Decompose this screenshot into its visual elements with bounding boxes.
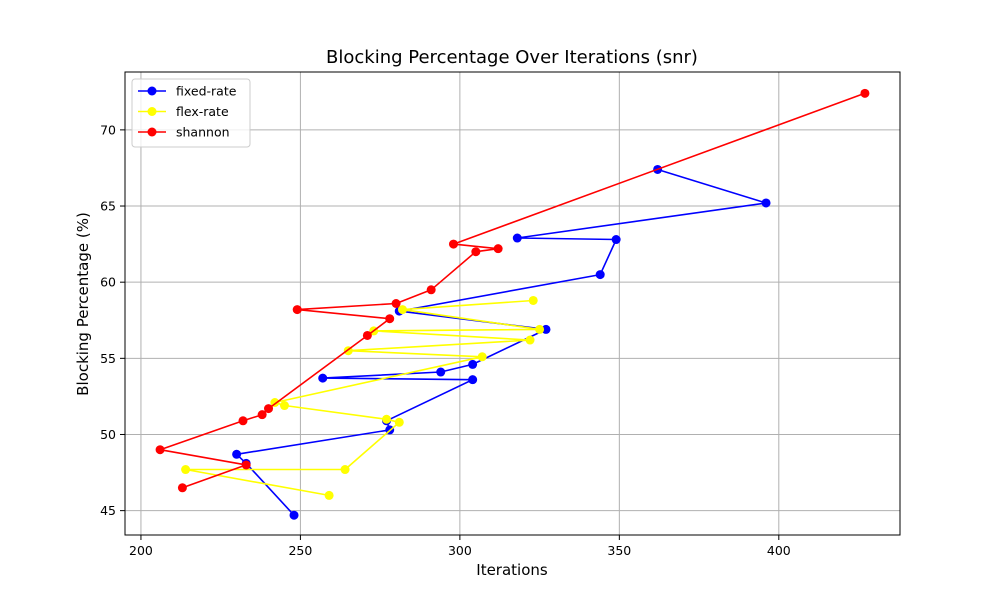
data-point-fixed-rate <box>232 449 242 459</box>
legend-item-flex-rate[interactable]: flex-rate <box>138 104 229 119</box>
legend-label-flex-rate: flex-rate <box>176 104 229 119</box>
y-tick-label: 70 <box>100 122 116 137</box>
data-point-shannon <box>177 483 187 493</box>
legend[interactable]: fixed-rate flex-rate shannon <box>131 78 251 148</box>
x-tick-label: 350 <box>607 543 631 558</box>
data-point-flex-rate <box>535 324 545 334</box>
data-point-flex-rate <box>525 335 535 345</box>
grid <box>125 72 900 535</box>
legend-marker-shannon <box>147 127 157 137</box>
data-point-fixed-rate <box>436 367 446 377</box>
legend-item-fixed-rate[interactable]: fixed-rate <box>138 84 237 99</box>
data-point-shannon <box>471 247 481 257</box>
data-point-shannon <box>860 88 870 98</box>
y-tick-label: 65 <box>100 199 116 214</box>
data-point-flex-rate <box>382 414 392 424</box>
data-point-shannon <box>362 330 372 340</box>
y-axis: 45 50 55 60 65 70 <box>100 122 125 518</box>
data-point-fixed-rate <box>318 373 328 383</box>
x-tick-label: 250 <box>288 543 312 558</box>
data-point-fixed-rate <box>611 235 621 245</box>
data-point-fixed-rate <box>468 359 478 369</box>
data-point-shannon <box>391 299 401 308</box>
data-point-flex-rate <box>181 465 191 475</box>
plot-frame <box>124 71 901 536</box>
x-tick-label: 300 <box>448 543 472 558</box>
data-point-flex-rate <box>324 490 334 500</box>
data-point-shannon <box>385 314 395 324</box>
y-tick-label: 55 <box>100 351 116 366</box>
data-point-shannon <box>292 305 302 315</box>
legend-item-shannon[interactable]: shannon <box>138 125 230 140</box>
data-point-shannon <box>264 404 274 414</box>
data-point-fixed-rate <box>512 233 522 243</box>
data-point-fixed-rate <box>761 198 771 208</box>
data-point-fixed-rate <box>595 270 605 280</box>
legend-marker-flex-rate <box>147 107 157 116</box>
data-point-flex-rate <box>394 417 404 427</box>
data-point-flex-rate <box>340 465 350 475</box>
data-point-shannon <box>155 445 165 455</box>
legend-label-fixed-rate: fixed-rate <box>176 84 237 99</box>
series-layer <box>155 88 870 520</box>
data-point-flex-rate <box>397 305 407 315</box>
series-line-flex-rate <box>184 299 541 497</box>
series-shannon <box>155 88 870 493</box>
data-point-fixed-rate <box>289 510 299 520</box>
data-point-shannon <box>257 410 267 420</box>
legend-label-shannon: shannon <box>176 125 230 140</box>
series-line-fixed-rate <box>235 168 767 516</box>
legend-box <box>131 78 251 148</box>
legend-marker-fixed-rate <box>147 86 157 96</box>
data-point-shannon <box>493 244 503 254</box>
y-axis-label: Blocking Percentage (%) <box>74 212 92 396</box>
data-point-shannon <box>426 285 436 295</box>
y-tick-label: 45 <box>100 503 116 518</box>
data-point-shannon <box>241 460 251 470</box>
data-point-fixed-rate <box>541 324 551 334</box>
data-point-fixed-rate <box>468 375 478 385</box>
y-tick-label: 60 <box>100 275 116 290</box>
data-point-flex-rate <box>477 352 487 362</box>
x-axis-label: Iterations <box>476 561 548 579</box>
data-point-shannon <box>448 239 458 249</box>
y-tick-label: 50 <box>100 427 116 442</box>
chart-title: Blocking Percentage Over Iterations (snr… <box>326 47 698 68</box>
x-axis: 200 250 300 350 400 <box>129 535 791 558</box>
data-point-flex-rate <box>279 401 289 411</box>
data-point-shannon <box>238 416 248 426</box>
x-tick-label: 200 <box>129 543 153 558</box>
x-tick-label: 400 <box>767 543 791 558</box>
data-point-flex-rate <box>528 295 538 305</box>
